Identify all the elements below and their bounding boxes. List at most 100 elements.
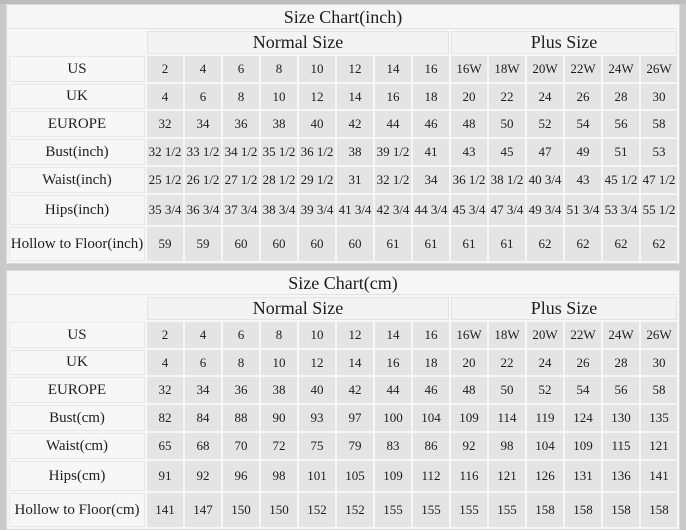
- size-cell: 27 1/2: [223, 167, 259, 193]
- size-cell: 41 3/4: [337, 195, 373, 225]
- size-cell: 12: [337, 322, 373, 348]
- size-cell: 34 1/2: [223, 139, 259, 165]
- size-cell: 155: [375, 493, 411, 527]
- table-row: Hollow to Floor(cm) 141 147 150 150 152 152 155…: [9, 493, 677, 527]
- size-cell: 12: [299, 350, 335, 375]
- size-cell: 50: [489, 111, 525, 137]
- size-cell: 14: [375, 56, 411, 82]
- table-row: UK 4 6 8 10 12 14 16 18 20 22 24 26 28 30: [9, 84, 677, 109]
- size-cell: 152: [337, 493, 373, 527]
- size-cell: 39 1/2: [375, 139, 411, 165]
- size-cell: 8: [223, 84, 259, 109]
- size-cell: 115: [603, 433, 639, 459]
- size-table-cm: Size Chart(cm) Normal Size Plus Size US 2 4 6 8…: [7, 271, 679, 529]
- size-cell: 155: [489, 493, 525, 527]
- size-cell: 45 1/2: [603, 167, 639, 193]
- table-row: EUROPE 32 34 36 38 40 42 44 46 48 50 52 54 56 58: [9, 111, 677, 137]
- size-cell: 60: [261, 227, 297, 261]
- row-label: UK: [9, 350, 145, 375]
- size-cell: 4: [185, 56, 221, 82]
- table-title-row: Size Chart(cm): [9, 273, 677, 295]
- size-cell: 26W: [641, 56, 677, 82]
- size-cell: 33 1/2: [185, 139, 221, 165]
- size-cell: 124: [565, 405, 601, 431]
- size-cell: 93: [299, 405, 335, 431]
- row-label: US: [9, 322, 145, 348]
- size-cell: 152: [299, 493, 335, 527]
- size-cell: 45: [489, 139, 525, 165]
- table-row: Hips(cm) 91 92 96 98 101 105 109 112 116 121 126 131…: [9, 461, 677, 491]
- size-cell: 79: [337, 433, 373, 459]
- size-cell: 135: [641, 405, 677, 431]
- size-cell: 42: [337, 111, 373, 137]
- size-cell: 62: [603, 227, 639, 261]
- size-cell: 82: [147, 405, 183, 431]
- table-row: Hollow to Floor(inch) 59 59 60 60 60 60 61 61 61 6…: [9, 227, 677, 261]
- size-cell: 12: [299, 84, 335, 109]
- size-cell: 29 1/2: [299, 167, 335, 193]
- size-cell: 121: [641, 433, 677, 459]
- size-cell: 90: [261, 405, 297, 431]
- size-cell: 10: [261, 350, 297, 375]
- size-cell: 158: [603, 493, 639, 527]
- size-cell: 26 1/2: [185, 167, 221, 193]
- size-cell: 61: [489, 227, 525, 261]
- size-cell: 8: [261, 56, 297, 82]
- size-cell: 68: [185, 433, 221, 459]
- size-cell: 60: [337, 227, 373, 261]
- size-cell: 26: [565, 350, 601, 375]
- group-header-spacer: [9, 31, 145, 54]
- size-cell: 96: [223, 461, 259, 491]
- size-cell: 36: [223, 111, 259, 137]
- table-row: Bust(cm) 82 84 88 90 93 97 100 104 109 114 119 124 13…: [9, 405, 677, 431]
- size-cell: 72: [261, 433, 297, 459]
- size-cell: 35 3/4: [147, 195, 183, 225]
- size-cell: 86: [413, 433, 449, 459]
- size-cell: 26: [565, 84, 601, 109]
- size-cell: 53 3/4: [603, 195, 639, 225]
- size-cell: 44: [375, 111, 411, 137]
- size-cell: 119: [527, 405, 563, 431]
- size-cell: 53: [641, 139, 677, 165]
- size-cell: 59: [185, 227, 221, 261]
- size-cell: 54: [565, 111, 601, 137]
- size-cell: 38 3/4: [261, 195, 297, 225]
- size-cell: 126: [527, 461, 563, 491]
- row-label: Hips(cm): [9, 461, 145, 491]
- size-cell: 158: [641, 493, 677, 527]
- table-row: Waist(inch) 25 1/2 26 1/2 27 1/2 28 1/2 29 1/…: [9, 167, 677, 193]
- size-cell: 30: [641, 350, 677, 375]
- size-cell: 121: [489, 461, 525, 491]
- size-cell: 32: [147, 377, 183, 403]
- row-label: Waist(inch): [9, 167, 145, 193]
- size-cell: 155: [413, 493, 449, 527]
- size-cell: 158: [565, 493, 601, 527]
- row-label: Hollow to Floor(inch): [9, 227, 145, 261]
- plus-size-header: Plus Size: [451, 31, 677, 54]
- size-cell: 150: [223, 493, 259, 527]
- size-cell: 97: [337, 405, 373, 431]
- size-cell: 109: [565, 433, 601, 459]
- size-cell: 18: [413, 84, 449, 109]
- size-cell: 34: [185, 377, 221, 403]
- size-cell: 158: [527, 493, 563, 527]
- size-cell: 47 1/2: [641, 167, 677, 193]
- size-cell: 40 3/4: [527, 167, 563, 193]
- size-cell: 4: [147, 84, 183, 109]
- size-cell: 16: [375, 350, 411, 375]
- row-label: Hips(inch): [9, 195, 145, 225]
- size-cell: 35 1/2: [261, 139, 297, 165]
- size-cell: 136: [603, 461, 639, 491]
- size-cell: 6: [223, 56, 259, 82]
- size-cell: 42: [337, 377, 373, 403]
- size-cell: 36 1/2: [451, 167, 487, 193]
- size-cell: 24: [527, 84, 563, 109]
- size-cell: 8: [223, 350, 259, 375]
- size-cell: 30: [641, 84, 677, 109]
- table-title-row: Size Chart(inch): [9, 7, 677, 29]
- size-cell: 59: [147, 227, 183, 261]
- size-cell: 32 1/2: [375, 167, 411, 193]
- size-cell: 20W: [527, 322, 563, 348]
- size-cell: 34: [185, 111, 221, 137]
- size-cell: 58: [641, 111, 677, 137]
